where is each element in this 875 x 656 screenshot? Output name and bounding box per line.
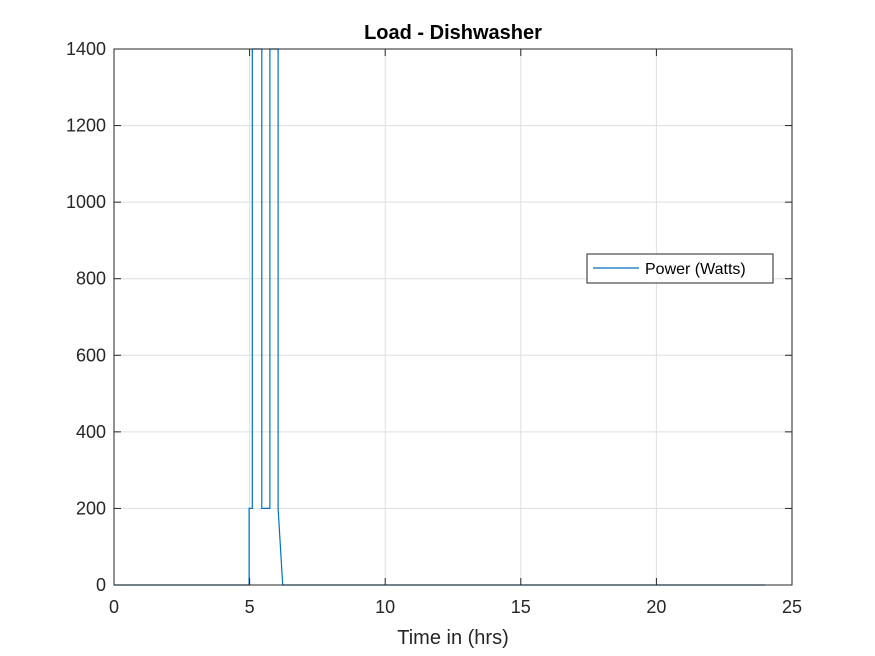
ticks <box>113 48 793 586</box>
plot-area <box>114 49 792 585</box>
x-tick-label: 25 <box>782 597 802 617</box>
x-tick-label: 10 <box>375 597 395 617</box>
y-tick-label: 1400 <box>66 39 106 59</box>
chart-title: Load - Dishwasher <box>364 22 542 44</box>
y-tick-labels: 0 200 400 600 800 1000 1200 1400 <box>66 39 106 595</box>
series-layer <box>114 48 765 586</box>
y-tick-label: 200 <box>76 498 106 518</box>
plot-box <box>113 48 793 586</box>
y-tick-label: 800 <box>76 269 106 289</box>
x-tick-label: 20 <box>646 597 666 617</box>
y-tick-label: 0 <box>96 575 106 595</box>
legend-label-power: Power (Watts) <box>645 261 746 278</box>
x-tick-label: 0 <box>109 597 119 617</box>
legend: Power (Watts) <box>586 253 774 284</box>
x-tick-labels: 0 5 10 15 20 25 <box>109 597 802 617</box>
x-axis-label: Time in (hrs) <box>397 627 508 649</box>
x-tick-label: 5 <box>245 597 255 617</box>
y-tick-label: 600 <box>76 345 106 365</box>
x-tick-label: 15 <box>511 597 531 617</box>
y-tick-label: 1200 <box>66 116 106 136</box>
y-tick-label: 1000 <box>66 192 106 212</box>
series-line-power <box>114 48 765 586</box>
y-tick-label: 400 <box>76 422 106 442</box>
